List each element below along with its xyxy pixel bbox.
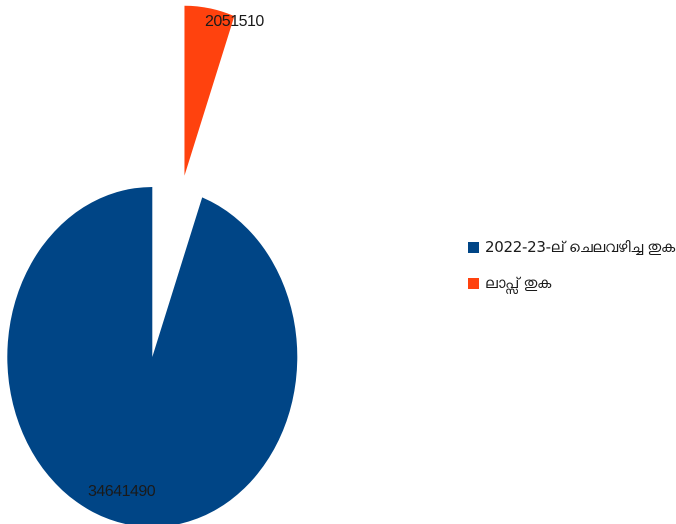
legend-label-spent: 2022-23-ല് ചെലവഴിച്ച തുക [485, 238, 675, 256]
legend-item-lapse: ലാപ്സ് തുക [468, 272, 675, 294]
data-label-spent: 34641490 [88, 483, 156, 500]
slice-lapse [184, 5, 235, 176]
data-label-lapse: 2051510 [205, 13, 264, 30]
legend: 2022-23-ല് ചെലവഴിച്ച തുക ലാപ്സ് തുക [468, 236, 675, 308]
legend-item-spent: 2022-23-ല് ചെലവഴിച്ച തുക [468, 236, 675, 258]
legend-swatch-lapse [468, 277, 479, 289]
legend-swatch-spent [468, 241, 479, 253]
slice-spent [7, 186, 298, 524]
legend-label-lapse: ലാപ്സ് തുക [485, 274, 551, 292]
